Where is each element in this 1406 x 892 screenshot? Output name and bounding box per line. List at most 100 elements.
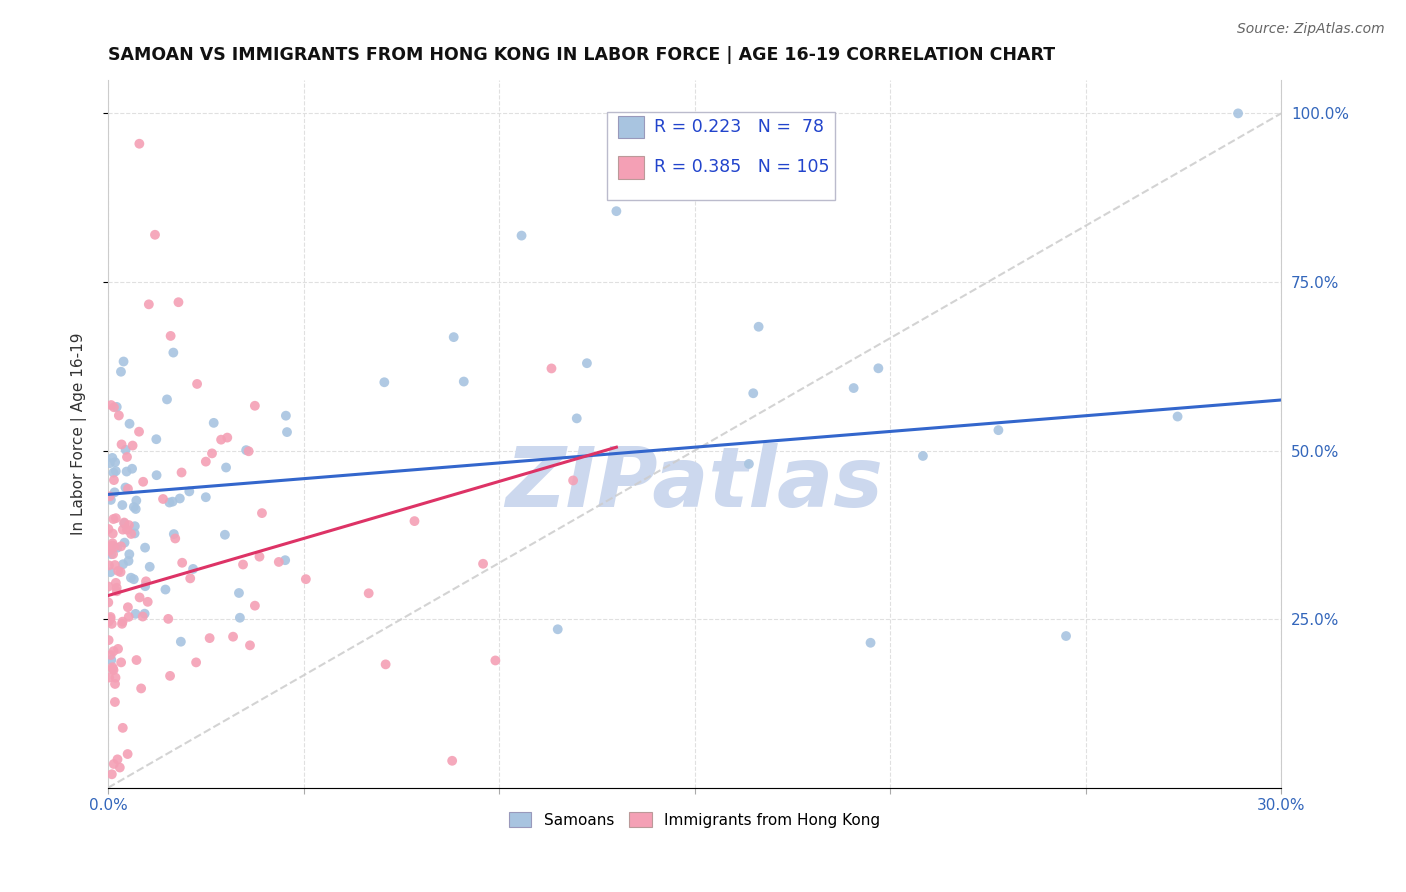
Point	[547, 622, 569, 636]
Point	[565, 411, 588, 425]
Point	[145, 432, 167, 446]
Point	[575, 356, 598, 370]
Point	[128, 425, 150, 439]
Point	[110, 365, 132, 379]
Point	[374, 657, 396, 672]
Point	[101, 662, 124, 676]
Point	[136, 595, 159, 609]
Point	[156, 392, 179, 407]
Point	[159, 329, 181, 343]
Point	[179, 484, 201, 499]
Legend: Samoans, Immigrants from Hong Kong: Samoans, Immigrants from Hong Kong	[502, 805, 887, 834]
Point	[120, 571, 142, 585]
Point	[186, 376, 208, 391]
Point	[124, 519, 146, 533]
Point	[98, 456, 121, 470]
Point	[194, 455, 217, 469]
Point	[98, 558, 121, 573]
Point	[118, 518, 141, 533]
Text: R = 0.385   N = 105: R = 0.385 N = 105	[654, 159, 830, 177]
Point	[112, 516, 135, 530]
Point	[562, 474, 585, 488]
Point	[738, 457, 761, 471]
Point	[911, 449, 934, 463]
Point	[110, 539, 132, 553]
Point	[104, 455, 127, 469]
Point	[404, 514, 426, 528]
Point	[114, 481, 136, 495]
Point	[228, 586, 250, 600]
Point	[229, 611, 252, 625]
Point	[108, 409, 131, 423]
Point	[274, 409, 297, 423]
Point	[101, 547, 124, 561]
Point	[157, 495, 180, 509]
Point	[217, 431, 239, 445]
Point	[859, 636, 882, 650]
Point	[172, 556, 194, 570]
Point	[104, 695, 127, 709]
Point	[114, 442, 136, 457]
Point	[122, 572, 145, 586]
Point	[159, 669, 181, 683]
Point	[112, 558, 135, 572]
Point	[97, 595, 120, 609]
Point	[128, 136, 150, 151]
Point	[100, 565, 122, 579]
Point	[110, 656, 132, 670]
Point	[179, 571, 201, 585]
Point	[107, 752, 129, 766]
Point	[276, 425, 298, 439]
Point	[145, 468, 167, 483]
Point	[170, 634, 193, 648]
Point	[103, 644, 125, 658]
Point	[243, 399, 266, 413]
Point	[101, 450, 124, 465]
Point	[181, 562, 204, 576]
Point	[104, 511, 127, 525]
Point	[453, 375, 475, 389]
Point	[105, 581, 128, 595]
Point	[115, 523, 138, 537]
Point	[157, 612, 180, 626]
Point	[117, 482, 139, 496]
Point	[103, 512, 125, 526]
Point	[510, 228, 533, 243]
Point	[111, 523, 134, 537]
Point	[125, 502, 148, 516]
Point	[97, 580, 120, 594]
Point	[162, 345, 184, 359]
Point	[112, 516, 135, 531]
Point	[194, 490, 217, 504]
Point	[100, 610, 122, 624]
Point	[295, 572, 318, 586]
Point	[101, 660, 124, 674]
Point	[103, 540, 125, 554]
Point	[118, 610, 141, 624]
Point	[115, 450, 138, 464]
Point	[215, 460, 238, 475]
Point	[97, 615, 120, 629]
Point	[107, 564, 129, 578]
Point	[97, 522, 120, 536]
Point	[987, 423, 1010, 437]
Point	[138, 559, 160, 574]
Point	[97, 633, 120, 648]
Point	[134, 579, 156, 593]
Point	[125, 493, 148, 508]
Point	[121, 462, 143, 476]
Point	[105, 400, 128, 414]
FancyBboxPatch shape	[619, 156, 644, 178]
Point	[98, 541, 121, 555]
Point	[105, 541, 128, 555]
Point	[138, 297, 160, 311]
Point	[125, 653, 148, 667]
Point	[134, 607, 156, 621]
Point	[868, 361, 890, 376]
Point	[155, 582, 177, 597]
Point	[373, 376, 395, 390]
Point	[103, 756, 125, 771]
Point	[167, 295, 190, 310]
Point	[214, 528, 236, 542]
Point	[114, 535, 136, 549]
